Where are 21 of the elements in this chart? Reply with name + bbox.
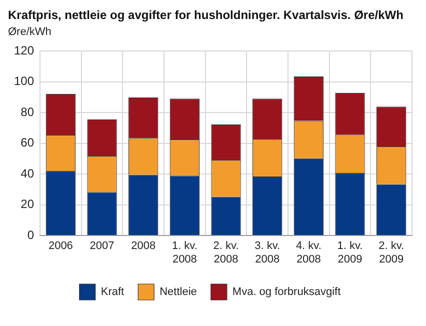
y-tick-label: 100 [14,74,34,88]
x-tick-label: 2006 [48,240,73,252]
legend-label: Nettleie [160,286,197,298]
chart-title: Kraftpris, nettleie og avgifter for husholdninger. Kvartalsvis. Øre/kWh [8,8,404,22]
legend-label: Mva. og forbruksavgift [232,286,341,298]
y-tick-label: 20 [20,197,34,212]
x-tick-label: 2007 [90,240,114,252]
x-tick-label: 4. kv. 2008 [296,240,322,266]
x-tick-label: 2. kv. 2008 [213,240,239,266]
y-tick-label: 80 [20,104,34,119]
x-tick-label: 1. kv. 2008 [172,240,198,266]
x-tick-label: 2008 [131,240,156,252]
y-tick-label: 120 [14,44,34,58]
y-tick-label: 60 [20,136,34,150]
x-tick-label: 3. kv. 2008 [254,240,280,266]
x-tick-label: 2. kv. 2009 [378,240,404,266]
y-tick-label: 40 [20,166,34,180]
y-tick-label: 0 [27,228,34,242]
y-axis-title: Øre/kWh [8,26,52,38]
legend-label: Kraft [100,286,124,298]
x-tick-label: 1. kv. 2009 [337,240,363,266]
